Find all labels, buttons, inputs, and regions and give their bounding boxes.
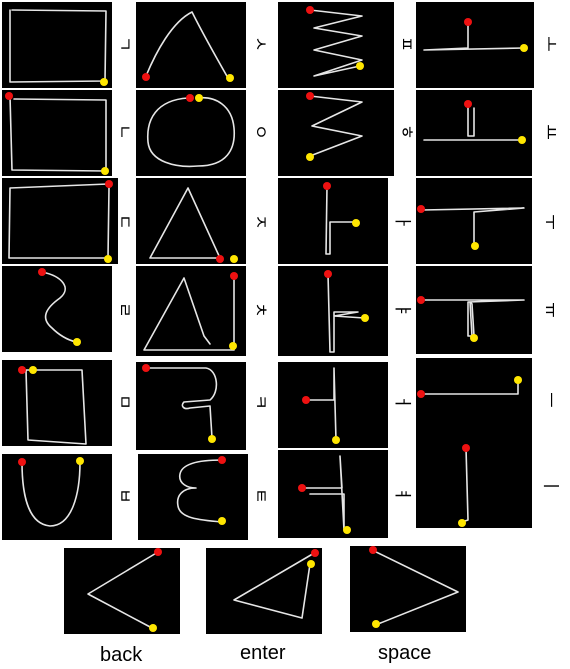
gesture-label-yeo: ㅕ xyxy=(392,486,412,502)
gesture-stroke-digeut xyxy=(8,180,113,263)
gesture-label-ieung: ㅇ xyxy=(250,124,270,140)
gesture-label-mieum: ㅁ xyxy=(114,394,134,410)
gesture-tile-yeo xyxy=(278,450,388,538)
gesture-label-o: ㅗ xyxy=(540,36,560,52)
gesture-stroke-hieut xyxy=(306,92,363,161)
gesture-label-hieut: ㅎ xyxy=(396,124,416,140)
gesture-label-a: ㅏ xyxy=(392,214,412,230)
gesture-stroke-yu xyxy=(417,296,525,342)
gesture-label-i: ㅣ xyxy=(540,478,560,494)
gesture-stroke-pieup xyxy=(306,6,364,77)
command-stroke-space xyxy=(369,546,459,628)
gesture-label-pieup: ㅍ xyxy=(396,36,416,52)
gesture-label-rieul: ㄹ xyxy=(114,302,134,318)
gesture-stroke-jieut xyxy=(149,187,238,263)
gesture-tile-bieup xyxy=(2,454,112,540)
gesture-tile-yu xyxy=(416,266,532,354)
gesture-stroke-ieung xyxy=(146,94,236,168)
gesture-label-yu: ㅠ xyxy=(540,302,560,318)
gesture-stroke-rieul xyxy=(38,268,81,346)
command-label-enter: enter xyxy=(240,642,286,664)
gesture-stroke-i xyxy=(458,444,470,527)
gesture-stroke-eo xyxy=(302,367,340,444)
gesture-stroke-yeo xyxy=(298,455,351,534)
gesture-stroke-bieup xyxy=(18,457,84,527)
gesture-stroke-tieut xyxy=(176,456,226,525)
gesture-tile-yo xyxy=(416,90,532,176)
gesture-tile-pieup xyxy=(278,2,394,88)
command-tile-enter xyxy=(206,548,322,634)
gesture-stroke-chieut xyxy=(143,272,238,351)
gesture-label-bieup: ㅂ xyxy=(114,488,134,504)
gesture-label-kieuk: ㅋ xyxy=(250,394,270,410)
gesture-tile-tieut xyxy=(138,454,248,540)
gesture-label-ya: ㅑ xyxy=(392,302,412,318)
gesture-stroke-giyeok xyxy=(9,9,108,86)
gesture-tile-a xyxy=(278,178,388,264)
gesture-stroke-u xyxy=(417,205,525,250)
gesture-tile-giyeok xyxy=(2,2,112,88)
gesture-label-nieun: ㄴ xyxy=(114,124,134,140)
gesture-tile-hieut xyxy=(278,90,394,176)
gesture-tile-i xyxy=(416,444,532,528)
gesture-tile-nieun xyxy=(2,90,112,176)
gesture-tile-ieung xyxy=(136,90,246,176)
gesture-tile-eo xyxy=(278,362,388,448)
gesture-tile-mieum xyxy=(2,360,112,446)
gesture-tile-o xyxy=(416,2,534,88)
gesture-stroke-eu xyxy=(417,376,522,398)
command-stroke-enter xyxy=(233,549,319,619)
gesture-tile-jieut xyxy=(136,178,246,264)
gesture-stroke-a xyxy=(323,182,360,255)
gesture-tile-eu xyxy=(416,358,532,444)
gesture-label-tieut: ㅌ xyxy=(250,488,270,504)
gesture-label-digeut: ㄷ xyxy=(114,214,134,230)
gesture-label-siot: ㅅ xyxy=(250,36,270,52)
gesture-label-yo: ㅛ xyxy=(540,124,560,140)
command-label-space: space xyxy=(378,642,432,664)
gesture-tile-kieuk xyxy=(136,362,246,450)
gesture-label-jieut: ㅈ xyxy=(250,214,270,230)
gesture-label-giyeok: ㄱ xyxy=(114,36,134,52)
gesture-label-u: ㅜ xyxy=(540,214,560,230)
gesture-stroke-o xyxy=(423,18,528,52)
gesture-stroke-ya xyxy=(324,270,369,353)
gesture-stroke-nieun xyxy=(5,92,109,175)
command-label-back: back xyxy=(100,644,143,666)
command-tile-space xyxy=(350,546,466,632)
command-stroke-back xyxy=(87,548,162,632)
gesture-tile-u xyxy=(416,178,532,264)
gesture-stroke-mieum xyxy=(18,366,87,445)
gesture-stroke-yo xyxy=(423,100,526,144)
gesture-tile-siot xyxy=(136,2,246,88)
gesture-tile-digeut xyxy=(2,178,118,264)
gesture-stroke-kieuk xyxy=(142,364,218,443)
gesture-label-eu: ㅡ xyxy=(540,392,560,408)
gesture-stroke-siot xyxy=(142,11,234,82)
gesture-tile-chieut xyxy=(136,266,246,356)
gesture-label-eo: ㅓ xyxy=(392,394,412,410)
command-tile-back xyxy=(64,548,180,634)
gesture-tile-rieul xyxy=(2,266,112,352)
gesture-label-chieut: ㅊ xyxy=(250,302,270,318)
gesture-tile-ya xyxy=(278,266,388,356)
